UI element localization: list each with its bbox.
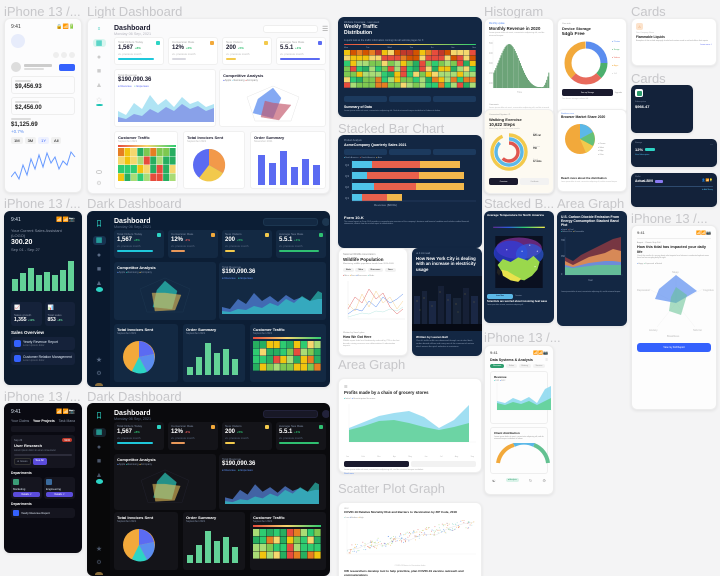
svg-text:Time: Time	[517, 92, 523, 94]
svg-text:Q3: Q3	[345, 174, 349, 178]
svg-text:0: 0	[561, 274, 563, 276]
svg-text:Sick list: Sick list	[693, 328, 702, 332]
svg-text:Q1: Q1	[345, 196, 349, 200]
svg-text:Q4: Q4	[345, 163, 349, 167]
svg-text:Cognitive: Cognitive	[703, 288, 714, 292]
svg-text:Breathless: Breathless	[667, 334, 680, 337]
svg-text:Anxiety: Anxiety	[649, 328, 658, 332]
svg-text:Sleep: Sleep	[672, 270, 679, 274]
svg-text:Revenue ($000s): Revenue ($000s)	[374, 203, 397, 207]
svg-text:Year: Year	[588, 279, 593, 282]
svg-text:Depression: Depression	[637, 288, 651, 292]
svg-text:Q2: Q2	[345, 185, 349, 189]
